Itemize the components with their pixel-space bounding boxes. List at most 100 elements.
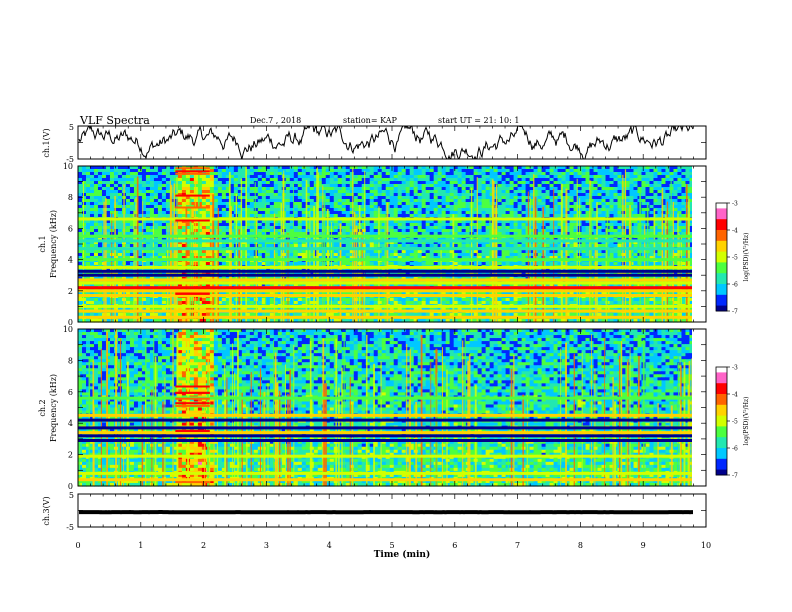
spectrogram-cell bbox=[309, 253, 315, 257]
spectrogram-cell bbox=[229, 175, 235, 179]
spectrogram-cell bbox=[689, 223, 695, 227]
spectrogram-cell bbox=[457, 172, 463, 176]
spectrogram-cell bbox=[329, 199, 335, 203]
spectrogram-cell bbox=[569, 232, 575, 236]
spectrogram-cell bbox=[153, 226, 159, 230]
spectrogram-cell bbox=[629, 190, 635, 194]
spectrogram-cell bbox=[581, 211, 587, 215]
spectrogram-cell bbox=[305, 181, 311, 185]
spectrogram-cell bbox=[549, 193, 555, 197]
spectrogram-cell bbox=[677, 208, 683, 212]
spectrogram-cell bbox=[297, 226, 303, 230]
spectrogram-cell bbox=[257, 184, 263, 188]
spectrogram-cell bbox=[677, 172, 683, 176]
spectrogram-cell bbox=[449, 202, 455, 206]
spectrogram-cell bbox=[685, 256, 691, 260]
spectrogram-cell bbox=[205, 196, 211, 200]
spectrogram-cell bbox=[405, 241, 411, 245]
spectrogram-cell bbox=[317, 226, 323, 230]
spectrogram-cell bbox=[689, 193, 695, 197]
spectrogram-cell bbox=[469, 169, 475, 173]
spectrogram-cell bbox=[497, 256, 503, 260]
spectrogram-cell bbox=[109, 244, 115, 248]
spectrogram-cell bbox=[345, 241, 351, 245]
spectrogram-cell bbox=[225, 250, 231, 254]
spectrogram-cell bbox=[113, 244, 119, 248]
spectrogram-cell bbox=[157, 229, 163, 233]
spectrogram-cell bbox=[429, 187, 435, 191]
spectrogram-cell bbox=[225, 253, 231, 257]
spectrogram-cell bbox=[117, 193, 123, 197]
spectrogram-cell bbox=[513, 184, 519, 188]
spectrogram-cell bbox=[257, 199, 263, 203]
spectrogram-cell bbox=[457, 229, 463, 233]
spectrogram-cell bbox=[613, 214, 619, 218]
spectrogram-cell bbox=[273, 250, 279, 254]
spectrogram-cell bbox=[361, 175, 367, 179]
spectrogram-cell bbox=[689, 184, 695, 188]
spectrogram-cell bbox=[213, 202, 219, 206]
spectrogram-cell bbox=[621, 244, 627, 248]
spectrogram-cell bbox=[581, 241, 587, 245]
spectrogram-cell bbox=[305, 193, 311, 197]
spectrogram-cell bbox=[333, 187, 339, 191]
spectrogram-cell bbox=[537, 184, 543, 188]
spectrogram-cell bbox=[617, 166, 623, 170]
spectrogram-cell bbox=[445, 229, 451, 233]
spectrogram-cell bbox=[129, 208, 135, 212]
spectrogram-cell bbox=[529, 193, 535, 197]
spectrogram-cell bbox=[545, 190, 551, 194]
spectrogram-cell bbox=[601, 226, 607, 230]
spectrogram-cell bbox=[245, 202, 251, 206]
spectrogram-cell bbox=[345, 208, 351, 212]
spectrogram-cell bbox=[197, 232, 203, 236]
spectrogram-cell bbox=[417, 166, 423, 170]
spectrogram-cell bbox=[261, 190, 267, 194]
spectrogram-cell bbox=[385, 196, 391, 200]
spectrogram-cell bbox=[537, 214, 543, 218]
spectrogram-cell bbox=[97, 196, 103, 200]
spectrogram-cell bbox=[413, 181, 419, 185]
spectrogram-cell bbox=[437, 181, 443, 185]
spectrogram-cell bbox=[601, 187, 607, 191]
spectrogram-cell bbox=[189, 196, 195, 200]
spectrogram-cell bbox=[393, 226, 399, 230]
spectrogram-cell bbox=[185, 187, 191, 191]
spectrogram-cell bbox=[633, 241, 639, 245]
spectrogram-cell bbox=[661, 190, 667, 194]
spectrogram-cell bbox=[657, 214, 663, 218]
spectrogram-cell bbox=[293, 220, 299, 224]
spectrogram-cell bbox=[161, 250, 167, 254]
spectrogram-cell bbox=[489, 169, 495, 173]
spectrogram-cell bbox=[385, 184, 391, 188]
spectrogram-cell bbox=[397, 214, 403, 218]
spectrogram-cell bbox=[545, 193, 551, 197]
spectrogram-cell bbox=[313, 211, 319, 215]
spectrogram-cell bbox=[689, 178, 695, 182]
spectrogram-cell bbox=[313, 184, 319, 188]
spectrogram-cell bbox=[581, 226, 587, 230]
spectrogram-cell bbox=[385, 190, 391, 194]
spectrogram-cell bbox=[553, 190, 559, 194]
spectrogram-cell bbox=[561, 241, 567, 245]
spectrogram-cell bbox=[429, 253, 435, 257]
spectrogram-cell bbox=[357, 202, 363, 206]
spectrogram-cell bbox=[185, 184, 191, 188]
spectrogram-cell bbox=[577, 196, 583, 200]
spectrogram-cell bbox=[177, 244, 183, 248]
spectrogram-cell bbox=[193, 229, 199, 233]
spectrogram-cell bbox=[409, 199, 415, 203]
spectrogram-cell bbox=[497, 226, 503, 230]
spectrogram-cell bbox=[525, 166, 531, 170]
spectrogram-cell bbox=[233, 169, 239, 173]
spectrogram-cell bbox=[673, 196, 679, 200]
spectrogram-cell bbox=[669, 166, 675, 170]
spectrogram-cell bbox=[477, 202, 483, 206]
spectrogram-cell bbox=[257, 214, 263, 218]
spectrogram-cell bbox=[237, 226, 243, 230]
spectrogram-cell bbox=[593, 220, 599, 224]
spectrogram-cell bbox=[289, 199, 295, 203]
spectrogram-cell bbox=[537, 175, 543, 179]
spectrogram-cell bbox=[689, 208, 695, 212]
spectrogram-cell bbox=[413, 241, 419, 245]
